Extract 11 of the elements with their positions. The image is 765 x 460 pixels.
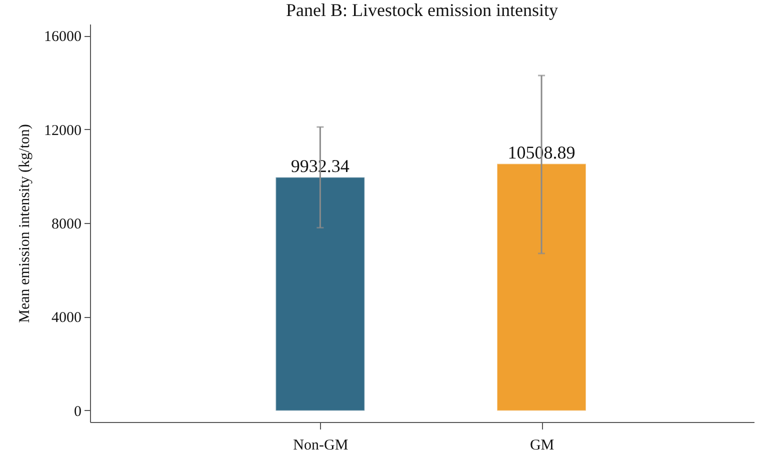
y-tick-label: 0	[74, 404, 82, 420]
chart-title: Panel B: Livestock emission intensity	[286, 0, 558, 20]
y-tick-label: 4000	[52, 310, 82, 326]
y-axis-title: Mean emission intensity (kg/ton)	[17, 124, 33, 323]
y-tick-label: 8000	[52, 216, 82, 232]
data-label: 10508.89	[508, 142, 576, 162]
y-tick-label: 12000	[44, 122, 82, 139]
data-label: 9932.34	[290, 156, 350, 176]
x-tick-label: Non-GM	[293, 438, 348, 454]
y-tick-label: 16000	[44, 29, 82, 46]
x-tick-label: GM	[530, 438, 554, 454]
